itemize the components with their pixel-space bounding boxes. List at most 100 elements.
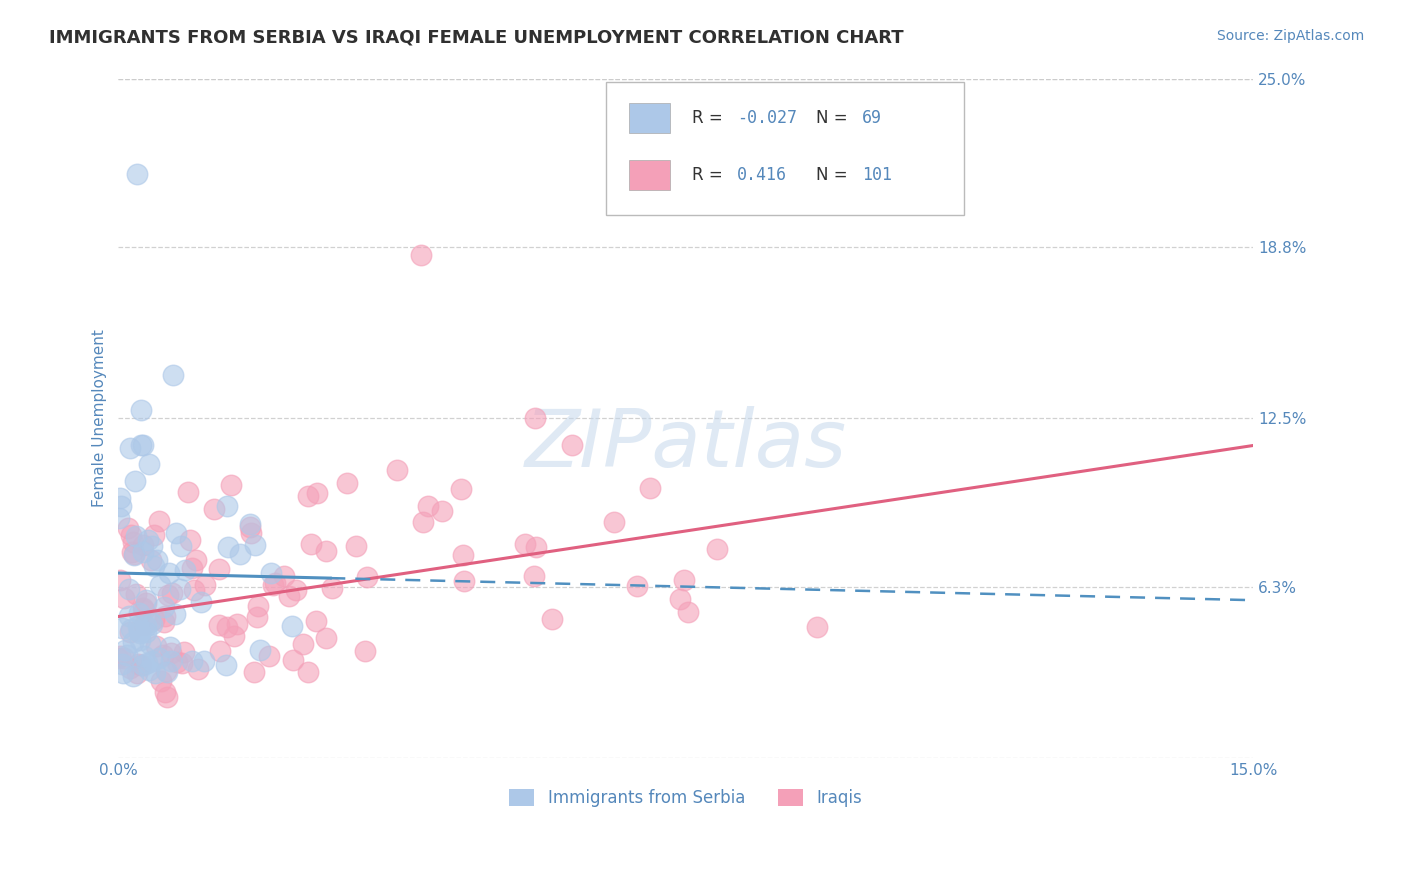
Point	[202, 501, 225, 516]
Point	[453, 574, 475, 588]
Point	[118, 609, 141, 624]
Point	[128, 606, 150, 620]
FancyBboxPatch shape	[606, 82, 965, 215]
Point	[145, 639, 167, 653]
Point	[143, 527, 166, 541]
Point	[239, 517, 262, 532]
FancyBboxPatch shape	[628, 103, 671, 133]
Point	[141, 540, 163, 554]
Point	[139, 637, 162, 651]
Point	[148, 514, 170, 528]
Point	[208, 618, 231, 632]
Point	[159, 654, 181, 668]
Text: IMMIGRANTS FROM SERBIA VS IRAQI FEMALE UNEMPLOYMENT CORRELATION CHART: IMMIGRANTS FROM SERBIA VS IRAQI FEMALE U…	[49, 29, 904, 46]
Point	[138, 458, 160, 472]
Point	[156, 690, 179, 705]
Point	[523, 568, 546, 582]
Point	[127, 167, 149, 181]
Point	[181, 655, 204, 669]
Point	[229, 547, 252, 561]
Point	[451, 548, 474, 562]
Point	[305, 614, 328, 628]
Point	[107, 651, 129, 665]
Point	[124, 529, 146, 543]
Point	[669, 591, 692, 606]
Y-axis label: Female Unemployment: Female Unemployment	[93, 329, 107, 508]
Point	[540, 612, 562, 626]
Point	[141, 654, 163, 668]
Point	[163, 607, 186, 622]
Point	[132, 538, 155, 552]
Point	[112, 591, 135, 606]
Point	[321, 581, 343, 595]
Point	[249, 643, 271, 657]
Point	[132, 657, 155, 672]
Text: N =: N =	[817, 109, 853, 127]
Point	[142, 558, 165, 573]
Point	[120, 442, 142, 456]
Point	[141, 616, 163, 631]
Point	[108, 648, 131, 663]
Point	[128, 624, 150, 638]
Point	[638, 481, 661, 495]
Point	[412, 515, 434, 529]
Point	[134, 603, 156, 617]
Point	[110, 499, 132, 513]
Point	[411, 248, 433, 262]
Point	[128, 633, 150, 648]
Point	[134, 617, 156, 632]
Point	[142, 612, 165, 626]
Point	[672, 573, 695, 587]
Point	[146, 553, 169, 567]
Point	[129, 403, 152, 417]
Text: Source: ZipAtlas.com: Source: ZipAtlas.com	[1216, 29, 1364, 43]
Point	[159, 640, 181, 654]
Point	[245, 610, 267, 624]
Point	[170, 540, 193, 554]
Text: -0.027: -0.027	[737, 109, 797, 127]
Point	[243, 538, 266, 552]
Point	[156, 588, 179, 602]
Point	[117, 648, 139, 662]
Point	[217, 620, 239, 634]
Text: R =: R =	[692, 109, 727, 127]
Point	[127, 618, 149, 632]
Point	[129, 438, 152, 452]
Point	[120, 625, 142, 640]
Point	[299, 537, 322, 551]
Point	[135, 619, 157, 633]
Point	[194, 578, 217, 592]
Point	[561, 438, 583, 452]
Point	[124, 474, 146, 488]
Point	[257, 649, 280, 664]
Point	[159, 646, 181, 660]
Point	[190, 594, 212, 608]
Point	[356, 570, 378, 584]
Point	[263, 576, 285, 591]
Point	[120, 622, 142, 636]
Point	[127, 657, 149, 672]
Point	[179, 533, 201, 547]
Point	[283, 653, 305, 667]
Point	[150, 673, 173, 688]
Point	[183, 583, 205, 598]
Point	[121, 535, 143, 549]
Point	[156, 665, 179, 679]
Point	[129, 625, 152, 640]
Point	[132, 648, 155, 663]
Point	[523, 411, 546, 425]
Point	[432, 504, 454, 518]
Point	[418, 499, 440, 513]
Text: 101: 101	[862, 166, 891, 185]
Point	[118, 661, 141, 675]
Point	[626, 579, 648, 593]
Point	[125, 587, 148, 601]
Point	[344, 539, 367, 553]
Point	[132, 601, 155, 615]
Point	[222, 629, 245, 643]
Point	[131, 657, 153, 672]
Point	[118, 582, 141, 596]
Point	[174, 563, 197, 577]
Point	[184, 553, 207, 567]
Point	[112, 650, 135, 665]
